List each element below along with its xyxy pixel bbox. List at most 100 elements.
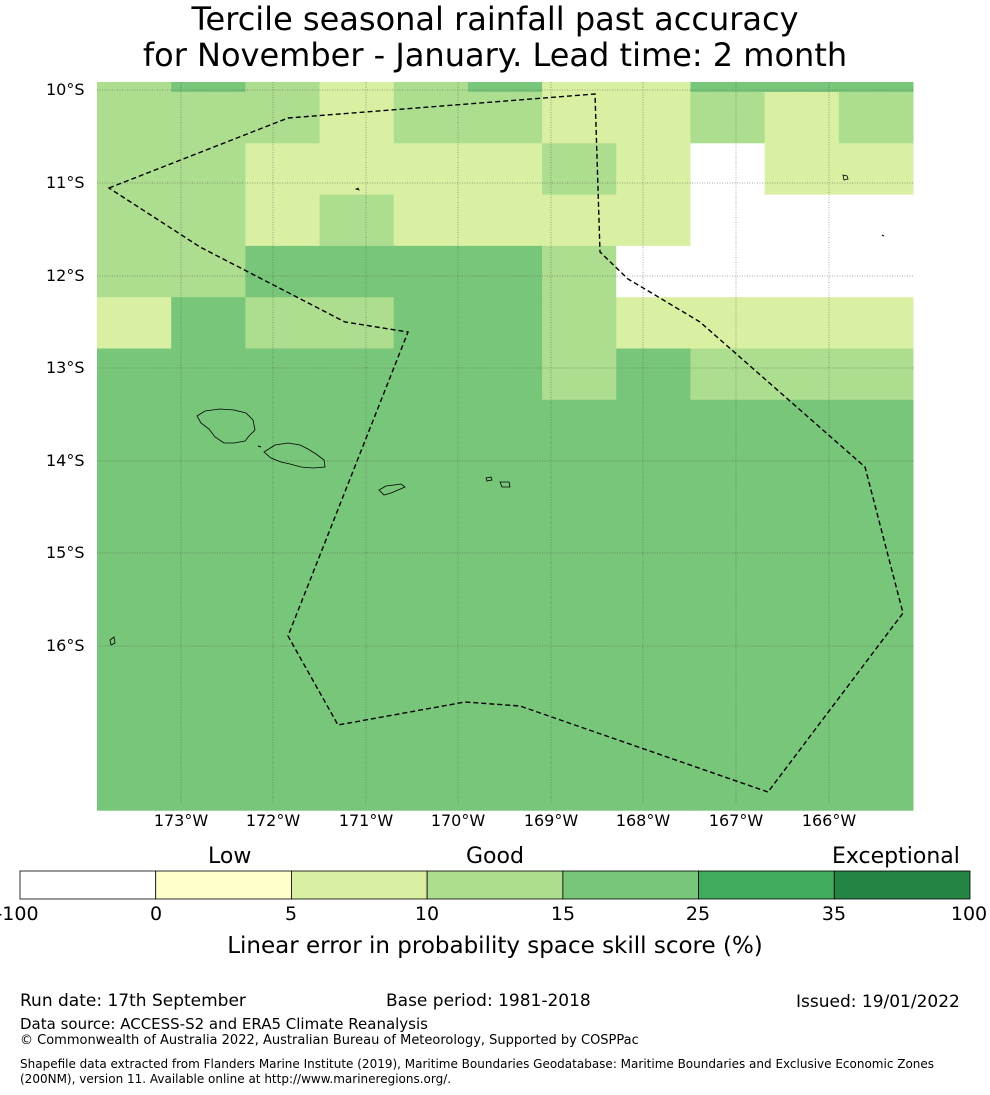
- skill-cell: [838, 143, 914, 196]
- skill-cell: [319, 656, 395, 709]
- skill-cell: [171, 553, 246, 606]
- shapefile-credit-line-2: (200NM), version 11. Available online at…: [20, 1072, 452, 1086]
- skill-cell: [97, 605, 172, 657]
- run-date: Run date: 17th September: [20, 991, 246, 1011]
- skill-cell: [171, 605, 246, 657]
- skill-cell: [690, 348, 766, 401]
- skill-cell: [838, 502, 914, 555]
- skill-cell: [319, 502, 395, 555]
- colorbar-segment: [833, 870, 971, 900]
- skill-cell: [467, 92, 543, 144]
- skill-cell: [97, 297, 172, 349]
- skill-cell: [319, 297, 395, 349]
- skill-cell: [171, 451, 246, 503]
- lon-label-171w: 171°W: [338, 811, 394, 830]
- skill-cell: [245, 656, 321, 709]
- skill-cell: [319, 194, 395, 247]
- skill-cell: [542, 92, 617, 144]
- skill-cell: [542, 82, 617, 93]
- skill-cell: [245, 553, 321, 606]
- colorbar-segment: [426, 870, 564, 900]
- skill-cell: [97, 502, 172, 555]
- skill-cell: [616, 605, 691, 657]
- tau-island: [499, 481, 511, 488]
- skill-cell: [245, 194, 321, 247]
- swains-island: [354, 187, 360, 191]
- skill-cell: [690, 143, 766, 196]
- skill-cell: [171, 245, 246, 298]
- skill-cell: [171, 82, 246, 93]
- skill-cell: [616, 92, 691, 144]
- skill-cell: [97, 143, 172, 196]
- skill-cell: [690, 194, 766, 247]
- base-period: Base period: 1981-2018: [386, 991, 591, 1011]
- skill-cell: [319, 605, 395, 657]
- coastlines: [109, 174, 885, 646]
- skill-cell: [542, 502, 617, 555]
- skill-cell: [542, 758, 617, 811]
- skill-cell: [393, 707, 469, 760]
- lon-label-167w: 167°W: [708, 811, 764, 830]
- skill-cell: [764, 143, 840, 196]
- skill-cell: [319, 758, 395, 811]
- skill-cell: [393, 194, 469, 247]
- lat-label-14s: 14°S: [46, 451, 85, 470]
- skill-cell: [690, 502, 766, 555]
- skill-cell: [319, 348, 395, 401]
- skill-cell: [616, 553, 691, 606]
- skill-cell: [690, 707, 766, 760]
- skill-cell: [393, 502, 469, 555]
- skill-cell: [542, 143, 617, 196]
- lon-label-169w: 169°W: [523, 811, 579, 830]
- skill-cell: [542, 245, 617, 298]
- data-source: Data source: ACCESS-S2 and ERA5 Climate …: [20, 1015, 428, 1033]
- issued-date: Issued: 19/01/2022: [796, 992, 960, 1012]
- skill-cell: [245, 707, 321, 760]
- skill-cell: [838, 553, 914, 606]
- skill-cell: [97, 707, 172, 760]
- skill-cell: [764, 656, 840, 709]
- skill-cell: [245, 82, 321, 93]
- lon-label-170w: 170°W: [430, 811, 486, 830]
- skill-cell: [764, 245, 840, 298]
- colorbar-tick: 0: [149, 903, 163, 925]
- lat-label-10s: 10°S: [46, 80, 85, 99]
- skill-cell: [245, 297, 321, 349]
- skill-cell: [616, 399, 691, 452]
- map-title-line-1: Tercile seasonal rainfall past accuracy: [191, 0, 799, 38]
- skill-cell: [838, 194, 914, 247]
- skill-cell: [764, 553, 840, 606]
- skill-cell: [690, 758, 766, 811]
- skill-cell: [542, 605, 617, 657]
- skill-cell: [319, 143, 395, 196]
- skill-cell: [97, 656, 172, 709]
- skill-cell: [764, 758, 840, 811]
- skill-cell: [171, 297, 246, 349]
- skill-cell: [467, 348, 543, 401]
- skill-cell: [764, 348, 840, 401]
- upolu-island: [263, 442, 326, 469]
- map-title-line-2: for November - January. Lead time: 2 mon…: [142, 36, 848, 74]
- skill-cell: [97, 92, 172, 144]
- colorbar-tick: 10: [414, 903, 440, 925]
- skill-cell: [542, 348, 617, 401]
- skill-cell: [467, 502, 543, 555]
- skill-cell: [542, 297, 617, 349]
- skill-cell: [838, 451, 914, 503]
- lon-label-173w: 173°W: [153, 811, 209, 830]
- colorbar-tick: 15: [550, 903, 576, 925]
- skill-cell: [690, 656, 766, 709]
- savaii-island: [196, 408, 256, 444]
- skill-cell: [690, 82, 766, 93]
- skill-cell: [764, 82, 840, 93]
- lat-label-13s: 13°S: [46, 358, 85, 377]
- skill-cell: [171, 348, 246, 401]
- skill-cell: [97, 758, 172, 811]
- skill-cell: [764, 605, 840, 657]
- skill-cell: [616, 245, 691, 298]
- skill-cell: [838, 82, 914, 93]
- skill-cell: [467, 656, 543, 709]
- skill-cell: [838, 245, 914, 298]
- skill-cell: [245, 758, 321, 811]
